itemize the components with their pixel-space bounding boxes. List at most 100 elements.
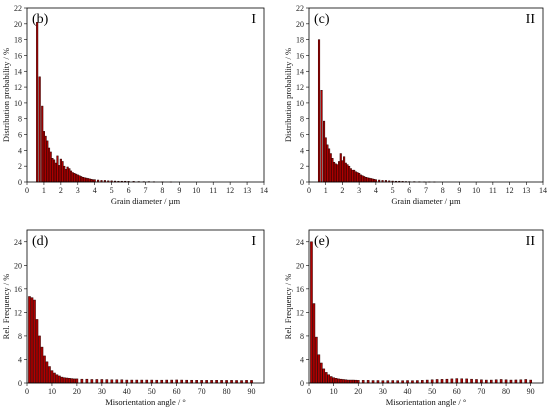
bar	[460, 378, 464, 384]
bar	[100, 379, 104, 384]
panel-label: (c)	[314, 12, 330, 27]
y-tick-label: 8	[18, 332, 22, 341]
x-tick-label: 4	[374, 186, 378, 195]
bar	[343, 156, 346, 183]
x-axis-label: Grain diameter / µm	[111, 196, 181, 206]
bar	[368, 177, 371, 183]
y-tick-label: 24	[14, 238, 22, 247]
bar	[59, 158, 62, 183]
x-tick-label: 60	[453, 387, 461, 396]
bar	[46, 140, 49, 183]
y-tick-label: 0	[18, 178, 22, 187]
y-axis-label: Distribution probability / %	[1, 48, 11, 142]
panel-label: (e)	[314, 234, 330, 249]
bar	[494, 379, 498, 384]
bar	[440, 379, 444, 384]
bar	[363, 176, 366, 183]
x-tick-label: 13	[522, 186, 530, 195]
bar	[356, 172, 359, 183]
bar	[328, 148, 331, 183]
bar	[30, 297, 34, 384]
bar	[120, 379, 124, 384]
y-axis-label: Rel. Frequency / %	[1, 274, 11, 340]
x-tick-label: 0	[307, 387, 311, 396]
y-tick-label: 0	[300, 178, 304, 187]
bar	[80, 378, 84, 384]
bar	[373, 178, 376, 183]
bar	[342, 379, 345, 384]
bar	[425, 379, 429, 384]
bar	[165, 379, 169, 384]
bar	[324, 372, 328, 384]
plot-frame	[308, 229, 544, 384]
bar	[455, 378, 459, 384]
bar	[475, 379, 478, 384]
y-tick-label: 8	[18, 115, 22, 124]
bar	[155, 379, 159, 384]
y-tick-label: 6	[18, 131, 22, 140]
bar	[320, 362, 323, 384]
y-tick-label: 22	[296, 4, 304, 13]
bar	[53, 159, 56, 183]
bar	[38, 76, 41, 183]
x-tick-label: 9	[177, 186, 181, 195]
panel-label: (d)	[32, 234, 49, 249]
y-tick-label: 8	[300, 115, 304, 124]
bar	[61, 161, 64, 183]
x-tick-label: 10	[48, 387, 56, 396]
bar	[435, 379, 439, 384]
x-tick-label: 60	[173, 387, 181, 396]
x-tick-label: 90	[527, 387, 535, 396]
bar	[514, 379, 518, 384]
y-tick-label: 0	[300, 379, 304, 388]
y-tick-label: 8	[300, 332, 304, 341]
sample-label: II	[526, 234, 536, 249]
y-tick-label: 16	[14, 285, 22, 294]
bar	[317, 39, 321, 183]
bar	[68, 378, 71, 384]
x-tick-label: 5	[110, 186, 114, 195]
bar	[58, 375, 61, 384]
x-tick-label: 8	[160, 186, 164, 195]
y-tick-label: 12	[296, 308, 304, 317]
bar	[145, 379, 149, 384]
bar	[40, 346, 44, 384]
bar	[485, 379, 488, 384]
bar	[331, 158, 334, 183]
y-tick-label: 12	[296, 83, 304, 92]
x-tick-label: 12	[506, 186, 514, 195]
bar	[105, 379, 109, 384]
bar	[499, 379, 503, 384]
bar	[140, 379, 144, 384]
bar	[215, 380, 218, 384]
x-tick-label: 3	[357, 186, 361, 195]
bar	[195, 380, 198, 384]
x-tick-label: 0	[307, 186, 311, 195]
bar	[42, 131, 45, 183]
x-tick-label: 30	[98, 387, 106, 396]
x-tick-label: 9	[457, 186, 461, 195]
bar	[45, 361, 49, 384]
bar	[312, 303, 316, 384]
x-tick-label: 70	[477, 387, 485, 396]
chart-panel-3: 0 10 20 30 40 50 60 70 80 90 0 4 8 12 16 20 24 Misorienta…	[1, 229, 265, 407]
plot-frame	[26, 229, 265, 384]
bar	[115, 379, 119, 384]
x-axis-label: Grain diameter / µm	[391, 196, 461, 206]
sample-label: II	[526, 12, 536, 27]
bar	[48, 366, 51, 384]
chart-panel-4: 0 10 20 30 40 50 60 70 80 90 0 4 8 12 16 20 24 Misorienta…	[283, 229, 544, 407]
x-tick-label: 70	[198, 387, 206, 396]
bar	[450, 378, 454, 384]
x-tick-label: 10	[472, 186, 480, 195]
bar	[28, 296, 31, 384]
bar	[80, 176, 83, 183]
bar	[63, 165, 66, 183]
bar	[81, 177, 84, 183]
bar	[160, 379, 164, 384]
bar	[364, 177, 367, 183]
y-axis-label: Distribution probability / %	[283, 48, 293, 142]
bar	[54, 162, 57, 183]
bar	[322, 368, 326, 384]
